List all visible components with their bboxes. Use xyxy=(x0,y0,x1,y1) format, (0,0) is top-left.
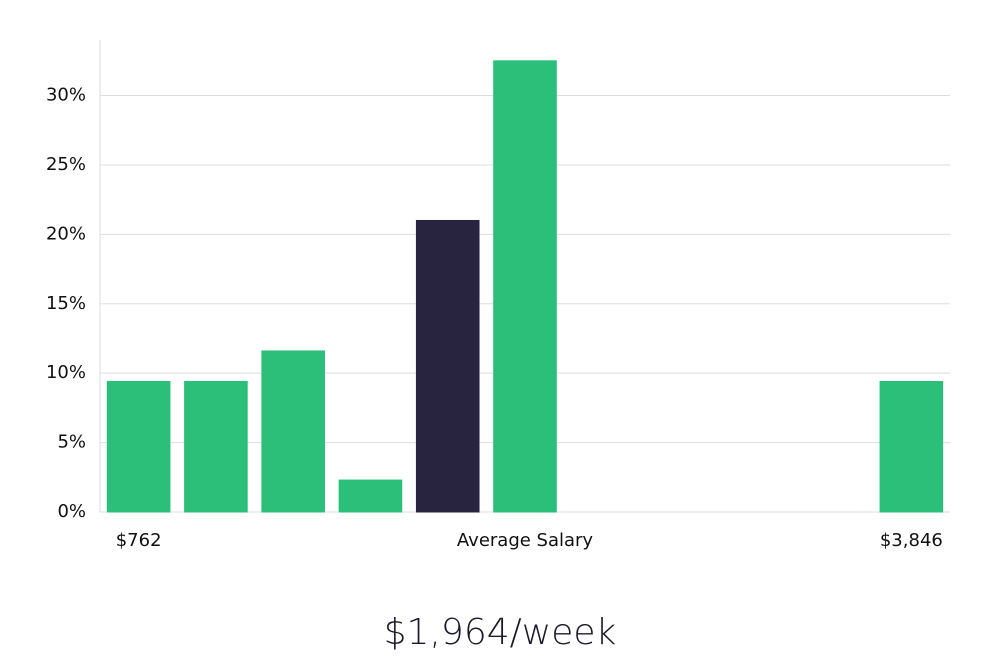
bar xyxy=(879,381,944,513)
x-tick-label: $762 xyxy=(116,530,162,551)
y-tick-label: 25% xyxy=(46,154,86,175)
x-tick-label: $3,846 xyxy=(880,530,943,551)
y-tick-label: 30% xyxy=(46,85,86,106)
y-tick-label: 5% xyxy=(57,432,86,453)
y-tick-label: 20% xyxy=(46,223,86,244)
y-tick-label: 0% xyxy=(57,501,86,522)
y-tick-label: 10% xyxy=(46,362,86,383)
x-tick-label: Average Salary xyxy=(457,530,594,551)
bar xyxy=(415,219,480,513)
y-tick-label: 15% xyxy=(46,293,86,314)
chart-title: $1,964/week xyxy=(384,612,617,653)
bar xyxy=(106,381,171,513)
bar xyxy=(184,381,248,513)
bar xyxy=(261,350,325,513)
bar xyxy=(493,60,557,513)
bar xyxy=(338,479,403,513)
